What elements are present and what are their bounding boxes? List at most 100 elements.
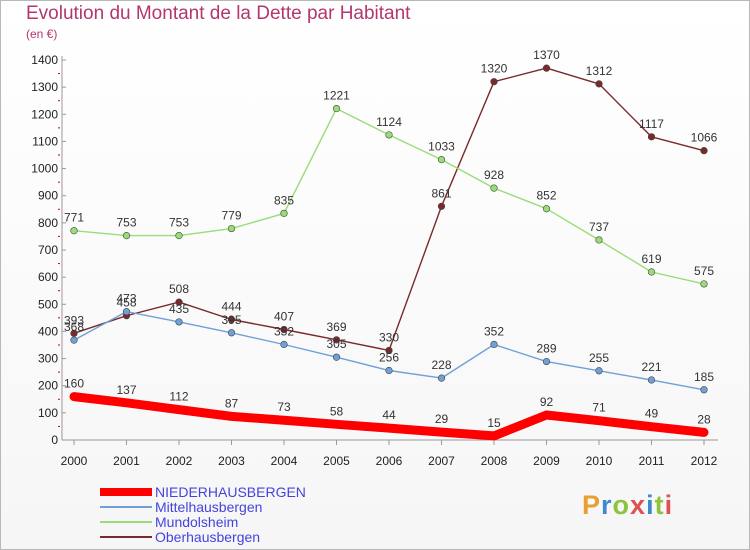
data-label: 1312 bbox=[586, 64, 613, 78]
data-label: 137 bbox=[116, 383, 136, 397]
data-point bbox=[542, 205, 551, 213]
chart-title: Evolution du Montant de la Dette par Hab… bbox=[26, 3, 411, 24]
y-tick-label: 1300 bbox=[31, 80, 58, 94]
data-point bbox=[595, 80, 603, 88]
y-tick-label: 300 bbox=[38, 352, 58, 366]
x-tick-label: 2000 bbox=[61, 454, 88, 468]
data-label: 1117 bbox=[639, 117, 664, 131]
logo-letter: i bbox=[664, 490, 674, 520]
y-tick-label: 100 bbox=[38, 406, 58, 420]
data-point bbox=[385, 366, 393, 375]
data-point bbox=[700, 147, 708, 155]
x-tick-label: 2011 bbox=[639, 454, 665, 468]
data-label: 228 bbox=[431, 358, 451, 372]
logo-letter: r bbox=[601, 490, 613, 520]
data-label: 28 bbox=[697, 412, 711, 426]
data-label: 87 bbox=[225, 396, 239, 410]
data-label: 444 bbox=[221, 299, 241, 313]
data-point bbox=[175, 318, 183, 326]
data-point bbox=[227, 224, 236, 233]
legend-label-2: Mundolsheim bbox=[155, 514, 238, 530]
data-label: 508 bbox=[169, 282, 189, 296]
data-point bbox=[490, 184, 498, 192]
data-point bbox=[227, 315, 236, 324]
y-tick-label: 800 bbox=[38, 216, 58, 230]
x-tick-label: 2005 bbox=[323, 454, 350, 468]
data-label: 58 bbox=[330, 404, 344, 418]
data-label: 928 bbox=[484, 168, 504, 182]
x-tick-label: 2006 bbox=[376, 454, 403, 468]
legend-label-3: Oberhausbergen bbox=[155, 529, 260, 545]
data-label: 73 bbox=[277, 400, 291, 414]
y-tick-label: 500 bbox=[38, 297, 58, 311]
data-point bbox=[595, 236, 603, 244]
data-label: 835 bbox=[274, 193, 294, 207]
data-point bbox=[332, 336, 341, 344]
legend-label-1: Mittelhausbergen bbox=[155, 499, 262, 515]
data-label: 112 bbox=[169, 390, 188, 404]
chart-unit: (en €) bbox=[26, 27, 58, 41]
data-label: 473 bbox=[116, 292, 136, 306]
data-point bbox=[385, 131, 393, 139]
data-point bbox=[595, 367, 603, 375]
data-label: 305 bbox=[326, 337, 346, 351]
data-label: 185 bbox=[694, 370, 714, 384]
data-label: 71 bbox=[592, 401, 606, 415]
data-label: 753 bbox=[169, 216, 189, 230]
data-label: 352 bbox=[484, 324, 504, 338]
data-point bbox=[280, 209, 288, 217]
data-label: 49 bbox=[645, 407, 659, 421]
series-line-0 bbox=[69, 392, 709, 441]
logo-letter: o bbox=[612, 490, 631, 520]
data-point bbox=[175, 232, 183, 240]
data-label: 160 bbox=[64, 377, 84, 391]
data-label: 771 bbox=[64, 211, 84, 225]
data-label: 255 bbox=[589, 351, 609, 365]
logo-letter: t bbox=[654, 490, 665, 520]
data-label: 29 bbox=[435, 412, 449, 426]
data-label: 393 bbox=[64, 313, 84, 327]
x-tick-label: 2001 bbox=[113, 454, 140, 468]
data-label: 330 bbox=[379, 330, 399, 344]
y-tick-label: 900 bbox=[38, 189, 58, 203]
data-point bbox=[332, 104, 341, 113]
data-label: 352 bbox=[274, 324, 294, 338]
data-point bbox=[490, 78, 498, 86]
y-tick-label: 1400 bbox=[31, 53, 58, 67]
logo-letter: P bbox=[582, 490, 602, 520]
data-label: 753 bbox=[116, 216, 136, 230]
data-point bbox=[647, 376, 656, 384]
x-tick-label: 2008 bbox=[481, 454, 508, 468]
logo-letter: x bbox=[630, 490, 647, 520]
y-tick-label: 200 bbox=[38, 379, 58, 393]
logo-letter: i bbox=[646, 490, 655, 520]
data-point bbox=[647, 133, 656, 141]
y-tick-label: 0 bbox=[51, 433, 58, 447]
data-point bbox=[122, 232, 131, 240]
data-label: 619 bbox=[641, 252, 661, 266]
data-point bbox=[280, 325, 288, 334]
data-label: 368 bbox=[64, 320, 84, 334]
data-label: 861 bbox=[431, 186, 451, 200]
data-point bbox=[542, 64, 551, 72]
y-tick-label: 1200 bbox=[31, 107, 58, 121]
data-label: 407 bbox=[274, 310, 294, 324]
data-label: 779 bbox=[221, 209, 241, 223]
x-tick-label: 2002 bbox=[166, 454, 193, 468]
data-label: 1066 bbox=[691, 131, 718, 145]
data-label: 221 bbox=[641, 360, 661, 374]
y-tick-label: 1000 bbox=[31, 162, 58, 176]
data-label: 44 bbox=[382, 408, 396, 422]
data-point bbox=[280, 340, 288, 349]
data-label: 289 bbox=[536, 342, 556, 356]
data-label: 395 bbox=[221, 313, 241, 327]
data-point bbox=[122, 308, 131, 316]
x-tick-label: 2003 bbox=[218, 454, 245, 468]
data-point bbox=[437, 156, 446, 164]
y-tick-label: 400 bbox=[38, 324, 58, 338]
data-point bbox=[490, 340, 498, 349]
data-label: 1370 bbox=[533, 48, 560, 62]
x-tick-label: 2012 bbox=[691, 454, 718, 468]
legend-label-0: NIEDERHAUSBERGEN bbox=[155, 484, 306, 500]
